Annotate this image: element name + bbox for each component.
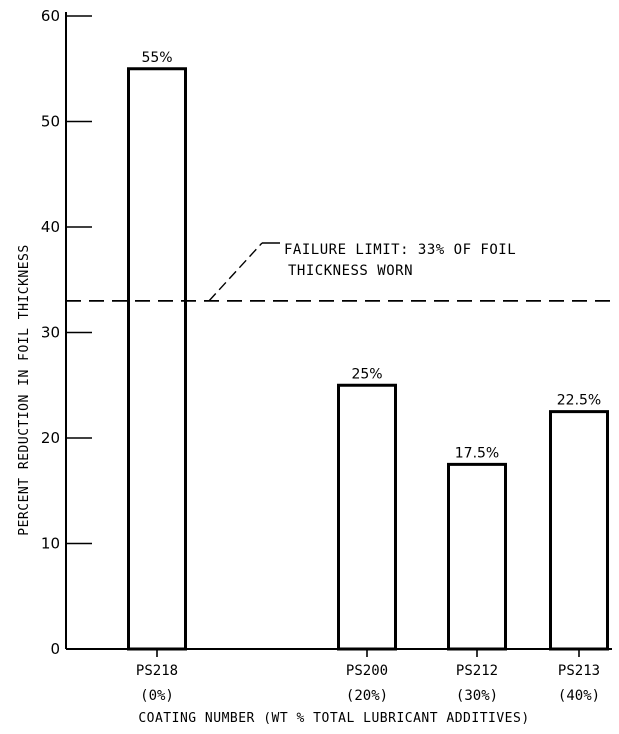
- category-sublabel: (40%): [558, 688, 600, 704]
- failure-limit-leader: [208, 242, 263, 302]
- bar: [337, 383, 397, 651]
- y-tick-label: 30: [41, 324, 60, 342]
- x-axis-title: COATING NUMBER (WT % TOTAL LUBRICANT ADD…: [138, 711, 529, 726]
- y-tick-label: 10: [41, 535, 60, 553]
- y-tick-label: 60: [41, 7, 60, 25]
- bars: [127, 67, 609, 651]
- failure-limit-label-line2: THICKNESS WORN: [288, 263, 413, 279]
- failure-limit: [66, 242, 612, 302]
- data-label: 55%: [141, 50, 172, 66]
- y-tick-label: 40: [41, 218, 60, 236]
- bar: [127, 67, 187, 651]
- data-label: 17.5%: [455, 445, 499, 461]
- data-label: 25%: [351, 366, 382, 382]
- category-label: PS213: [558, 663, 600, 679]
- labels: 55% PS218 (0%) 25% PS200 (20%) 17.5% PS212 (30%)…: [136, 50, 601, 704]
- category-label: PS218: [136, 663, 178, 679]
- failure-limit-label-line1: FAILURE LIMIT: 33% OF FOIL: [284, 242, 516, 258]
- y-axis-ticks: 0 10 20 30 40 50 60: [41, 7, 92, 658]
- y-axis-title: PERCENT REDUCTION IN FOIL THICKNESS: [17, 244, 32, 535]
- category-label: PS212: [456, 663, 498, 679]
- bar: [447, 462, 507, 651]
- y-tick-label: 0: [50, 640, 60, 658]
- category-sublabel: (0%): [140, 688, 174, 704]
- y-tick-label: 20: [41, 429, 60, 447]
- category-sublabel: (20%): [346, 688, 388, 704]
- axes: [65, 12, 612, 657]
- data-label: 22.5%: [557, 393, 601, 409]
- bar: [549, 410, 609, 651]
- y-tick-label: 50: [41, 113, 60, 131]
- category-sublabel: (30%): [456, 688, 498, 704]
- category-label: PS200: [346, 663, 388, 679]
